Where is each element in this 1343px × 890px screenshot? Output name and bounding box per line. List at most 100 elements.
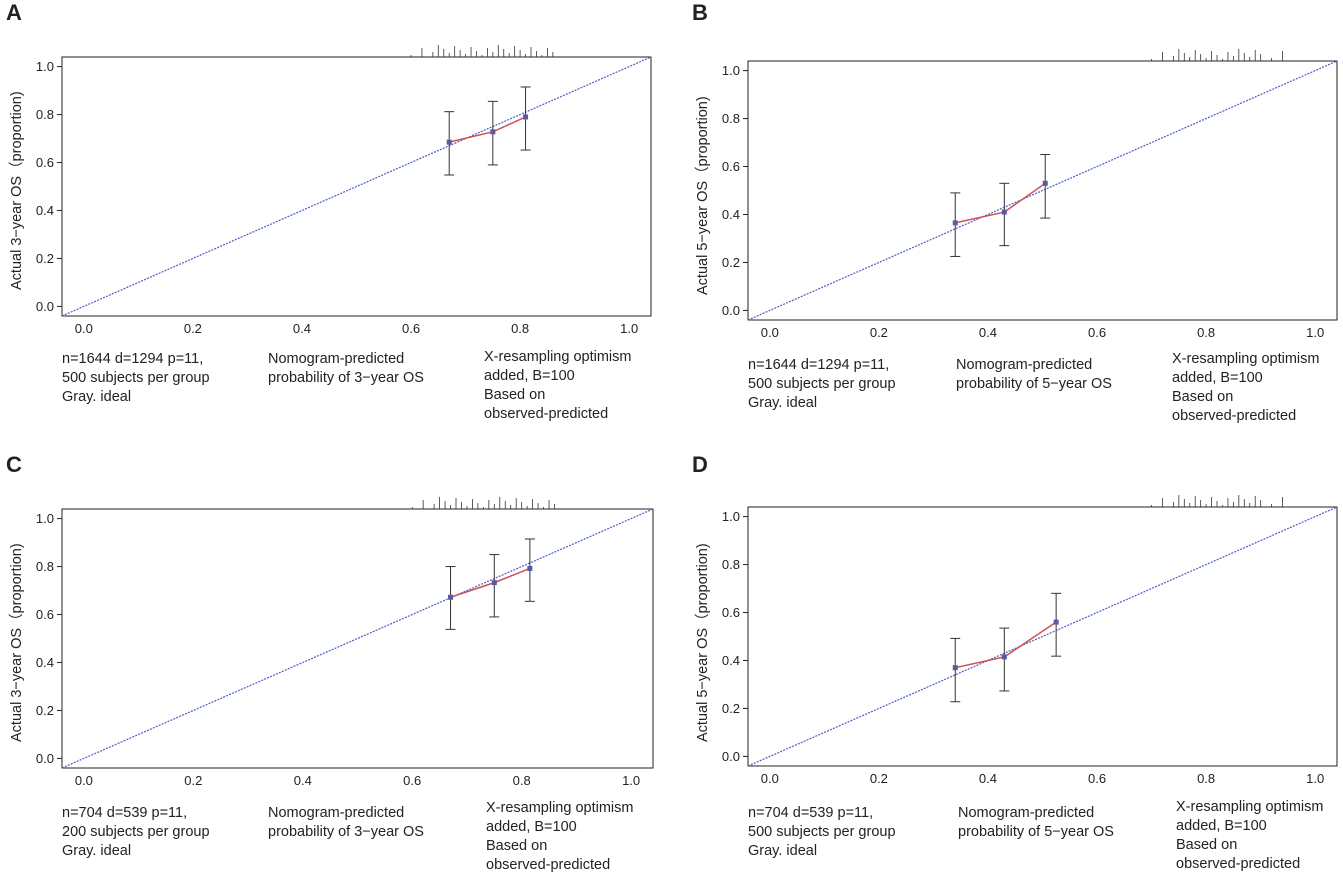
x-tick-label: 0.0 bbox=[75, 321, 93, 336]
note-line: X-resampling optimism bbox=[1172, 351, 1320, 367]
calibration-line bbox=[955, 182, 1046, 224]
ideal-line bbox=[747, 506, 1338, 767]
note-line: Nomogram-predicted bbox=[268, 351, 405, 367]
y-tick-label: 0.6 bbox=[722, 159, 740, 174]
y-tick-label: 1.0 bbox=[36, 511, 54, 526]
y-tick-label: 0.0 bbox=[722, 749, 740, 764]
note-right: X-resampling optimism added, B=100 Based… bbox=[484, 348, 631, 424]
panel-letter: A bbox=[6, 0, 22, 25]
data-point bbox=[1053, 619, 1059, 625]
x-tick-label: 0.0 bbox=[761, 325, 779, 340]
y-tick-label: 0.8 bbox=[722, 111, 740, 126]
x-tick-label: 0.2 bbox=[184, 321, 202, 336]
y-tick-label: 0.0 bbox=[722, 303, 740, 318]
note-line: added, B=100 bbox=[486, 819, 577, 835]
x-tick-label: 0.8 bbox=[511, 321, 529, 336]
x-tick-label: 0.6 bbox=[402, 321, 420, 336]
note-line: added, B=100 bbox=[1176, 818, 1267, 834]
calibration-line bbox=[955, 621, 1057, 669]
note-line: X-resampling optimism bbox=[486, 800, 634, 816]
note-line: Nomogram-predicted bbox=[956, 357, 1093, 373]
x-tick-label: 0.4 bbox=[293, 321, 311, 336]
note-right: X-resampling optimism added, B=100 Based… bbox=[1172, 350, 1319, 426]
calibration-plot: 0.0 0.2 0.4 0.6 0.8 1.0 0.0 0.2 0.4 0.6 0.8 1.0 bbox=[36, 45, 652, 336]
note-line: 500 subjects per group bbox=[748, 376, 896, 392]
note-line: Gray. ideal bbox=[748, 843, 818, 859]
y-tick-label: 0.6 bbox=[36, 155, 54, 170]
y-tick-label: 0.8 bbox=[36, 107, 54, 122]
y-tick-label: 0.6 bbox=[722, 605, 740, 620]
ideal-line bbox=[61, 56, 652, 317]
note-line: n=1644 d=1294 p=11, bbox=[62, 351, 204, 367]
plot-frame bbox=[61, 508, 654, 769]
x-axis-label: Nomogram-predicted probability of 3−year… bbox=[268, 804, 424, 842]
panel-c: C 0.0 0.2 0.4 0.6 0.8 1.0 0.0 0.2 0.4 0.6 0.8 1.0 A… bbox=[0, 452, 670, 890]
note-line: Nomogram-predicted bbox=[268, 805, 405, 821]
note-line: added, B=100 bbox=[484, 368, 575, 384]
note-line: X-resampling optimism bbox=[484, 349, 632, 365]
ideal-line bbox=[61, 508, 654, 769]
note-line: Gray. ideal bbox=[62, 843, 132, 859]
x-tick-label: 1.0 bbox=[622, 773, 640, 788]
panel-d: D 0.0 0.2 0.4 0.6 0.8 1.0 0.0 0.2 0.4 0.6 0.8 1.0 A… bbox=[686, 452, 1343, 890]
y-tick-label: 1.0 bbox=[722, 63, 740, 78]
x-tick-label: 0.2 bbox=[184, 773, 202, 788]
note-line: observed-predicted bbox=[484, 406, 609, 422]
note-left: n=1644 d=1294 p=11, 500 subjects per gro… bbox=[748, 356, 896, 413]
x-tick-label: 1.0 bbox=[1306, 771, 1324, 786]
note-line: n=1644 d=1294 p=11, bbox=[748, 357, 890, 373]
note-right: X-resampling optimism added, B=100 Based… bbox=[486, 799, 633, 875]
data-point bbox=[1001, 209, 1007, 215]
x-tick-label: 0.2 bbox=[870, 771, 888, 786]
panel-letter: D bbox=[692, 452, 708, 477]
note-line: probability of 3−year OS bbox=[268, 370, 424, 386]
x-tick-label: 0.6 bbox=[1088, 325, 1106, 340]
y-tick-label: 1.0 bbox=[722, 509, 740, 524]
y-tick-label: 0.8 bbox=[36, 559, 54, 574]
y-tick-label: 0.2 bbox=[722, 701, 740, 716]
x-tick-label: 0.8 bbox=[513, 773, 531, 788]
y-tick-label: 0.4 bbox=[722, 653, 740, 668]
data-point bbox=[952, 665, 958, 671]
note-line: probability of 5−year OS bbox=[958, 824, 1114, 840]
x-tick-label: 1.0 bbox=[620, 321, 638, 336]
y-tick-label: 0.6 bbox=[36, 607, 54, 622]
note-left: n=704 d=539 p=11, 200 subjects per group… bbox=[62, 804, 210, 861]
x-tick-label: 0.0 bbox=[75, 773, 93, 788]
calibration-plot: 0.0 0.2 0.4 0.6 0.8 1.0 0.0 0.2 0.4 0.6 0.8 1.0 bbox=[722, 49, 1338, 340]
plot-frame bbox=[747, 60, 1338, 321]
note-line: Based on bbox=[1172, 389, 1234, 405]
note-line: 500 subjects per group bbox=[62, 370, 210, 386]
y-tick-label: 0.0 bbox=[36, 751, 54, 766]
plot-frame bbox=[747, 506, 1338, 767]
y-axis-label: Actual 3−year OS（proportion) bbox=[9, 91, 25, 290]
y-tick-label: 0.2 bbox=[722, 255, 740, 270]
note-line: n=704 d=539 p=11, bbox=[62, 805, 188, 821]
panel-a: A 0.0 0.2 0.4 0.6 0.8 1.0 0.0 0.2 0.4 0.6 0.8 1.0 A… bbox=[0, 0, 670, 438]
note-line: probability of 5−year OS bbox=[956, 376, 1112, 392]
y-tick-label: 1.0 bbox=[36, 59, 54, 74]
note-left: n=704 d=539 p=11, 500 subjects per group… bbox=[748, 804, 896, 861]
note-line: Nomogram-predicted bbox=[958, 805, 1095, 821]
y-axis-label: Actual 5−year OS（proportion) bbox=[695, 543, 711, 742]
note-left: n=1644 d=1294 p=11, 500 subjects per gro… bbox=[62, 350, 210, 407]
x-tick-label: 0.0 bbox=[761, 771, 779, 786]
note-line: added, B=100 bbox=[1172, 370, 1263, 386]
panel-b: B 0.0 0.2 0.4 0.6 0.8 1.0 0.0 0.2 0.4 0.6 0.8 1.0 A… bbox=[686, 0, 1343, 438]
note-line: Gray. ideal bbox=[62, 389, 132, 405]
data-point bbox=[448, 594, 454, 600]
data-point bbox=[446, 139, 452, 145]
x-tick-label: 0.8 bbox=[1197, 325, 1215, 340]
panel-letter: B bbox=[692, 0, 708, 25]
note-line: n=704 d=539 p=11, bbox=[748, 805, 874, 821]
data-point bbox=[527, 565, 533, 571]
x-tick-label: 1.0 bbox=[1306, 325, 1324, 340]
y-tick-label: 0.2 bbox=[36, 703, 54, 718]
note-line: 200 subjects per group bbox=[62, 824, 210, 840]
note-line: Based on bbox=[486, 838, 548, 854]
note-line: observed-predicted bbox=[1176, 856, 1301, 872]
note-line: Based on bbox=[484, 387, 546, 403]
note-right: X-resampling optimism added, B=100 Based… bbox=[1176, 798, 1323, 874]
y-tick-label: 0.4 bbox=[36, 203, 54, 218]
data-point bbox=[952, 220, 958, 226]
